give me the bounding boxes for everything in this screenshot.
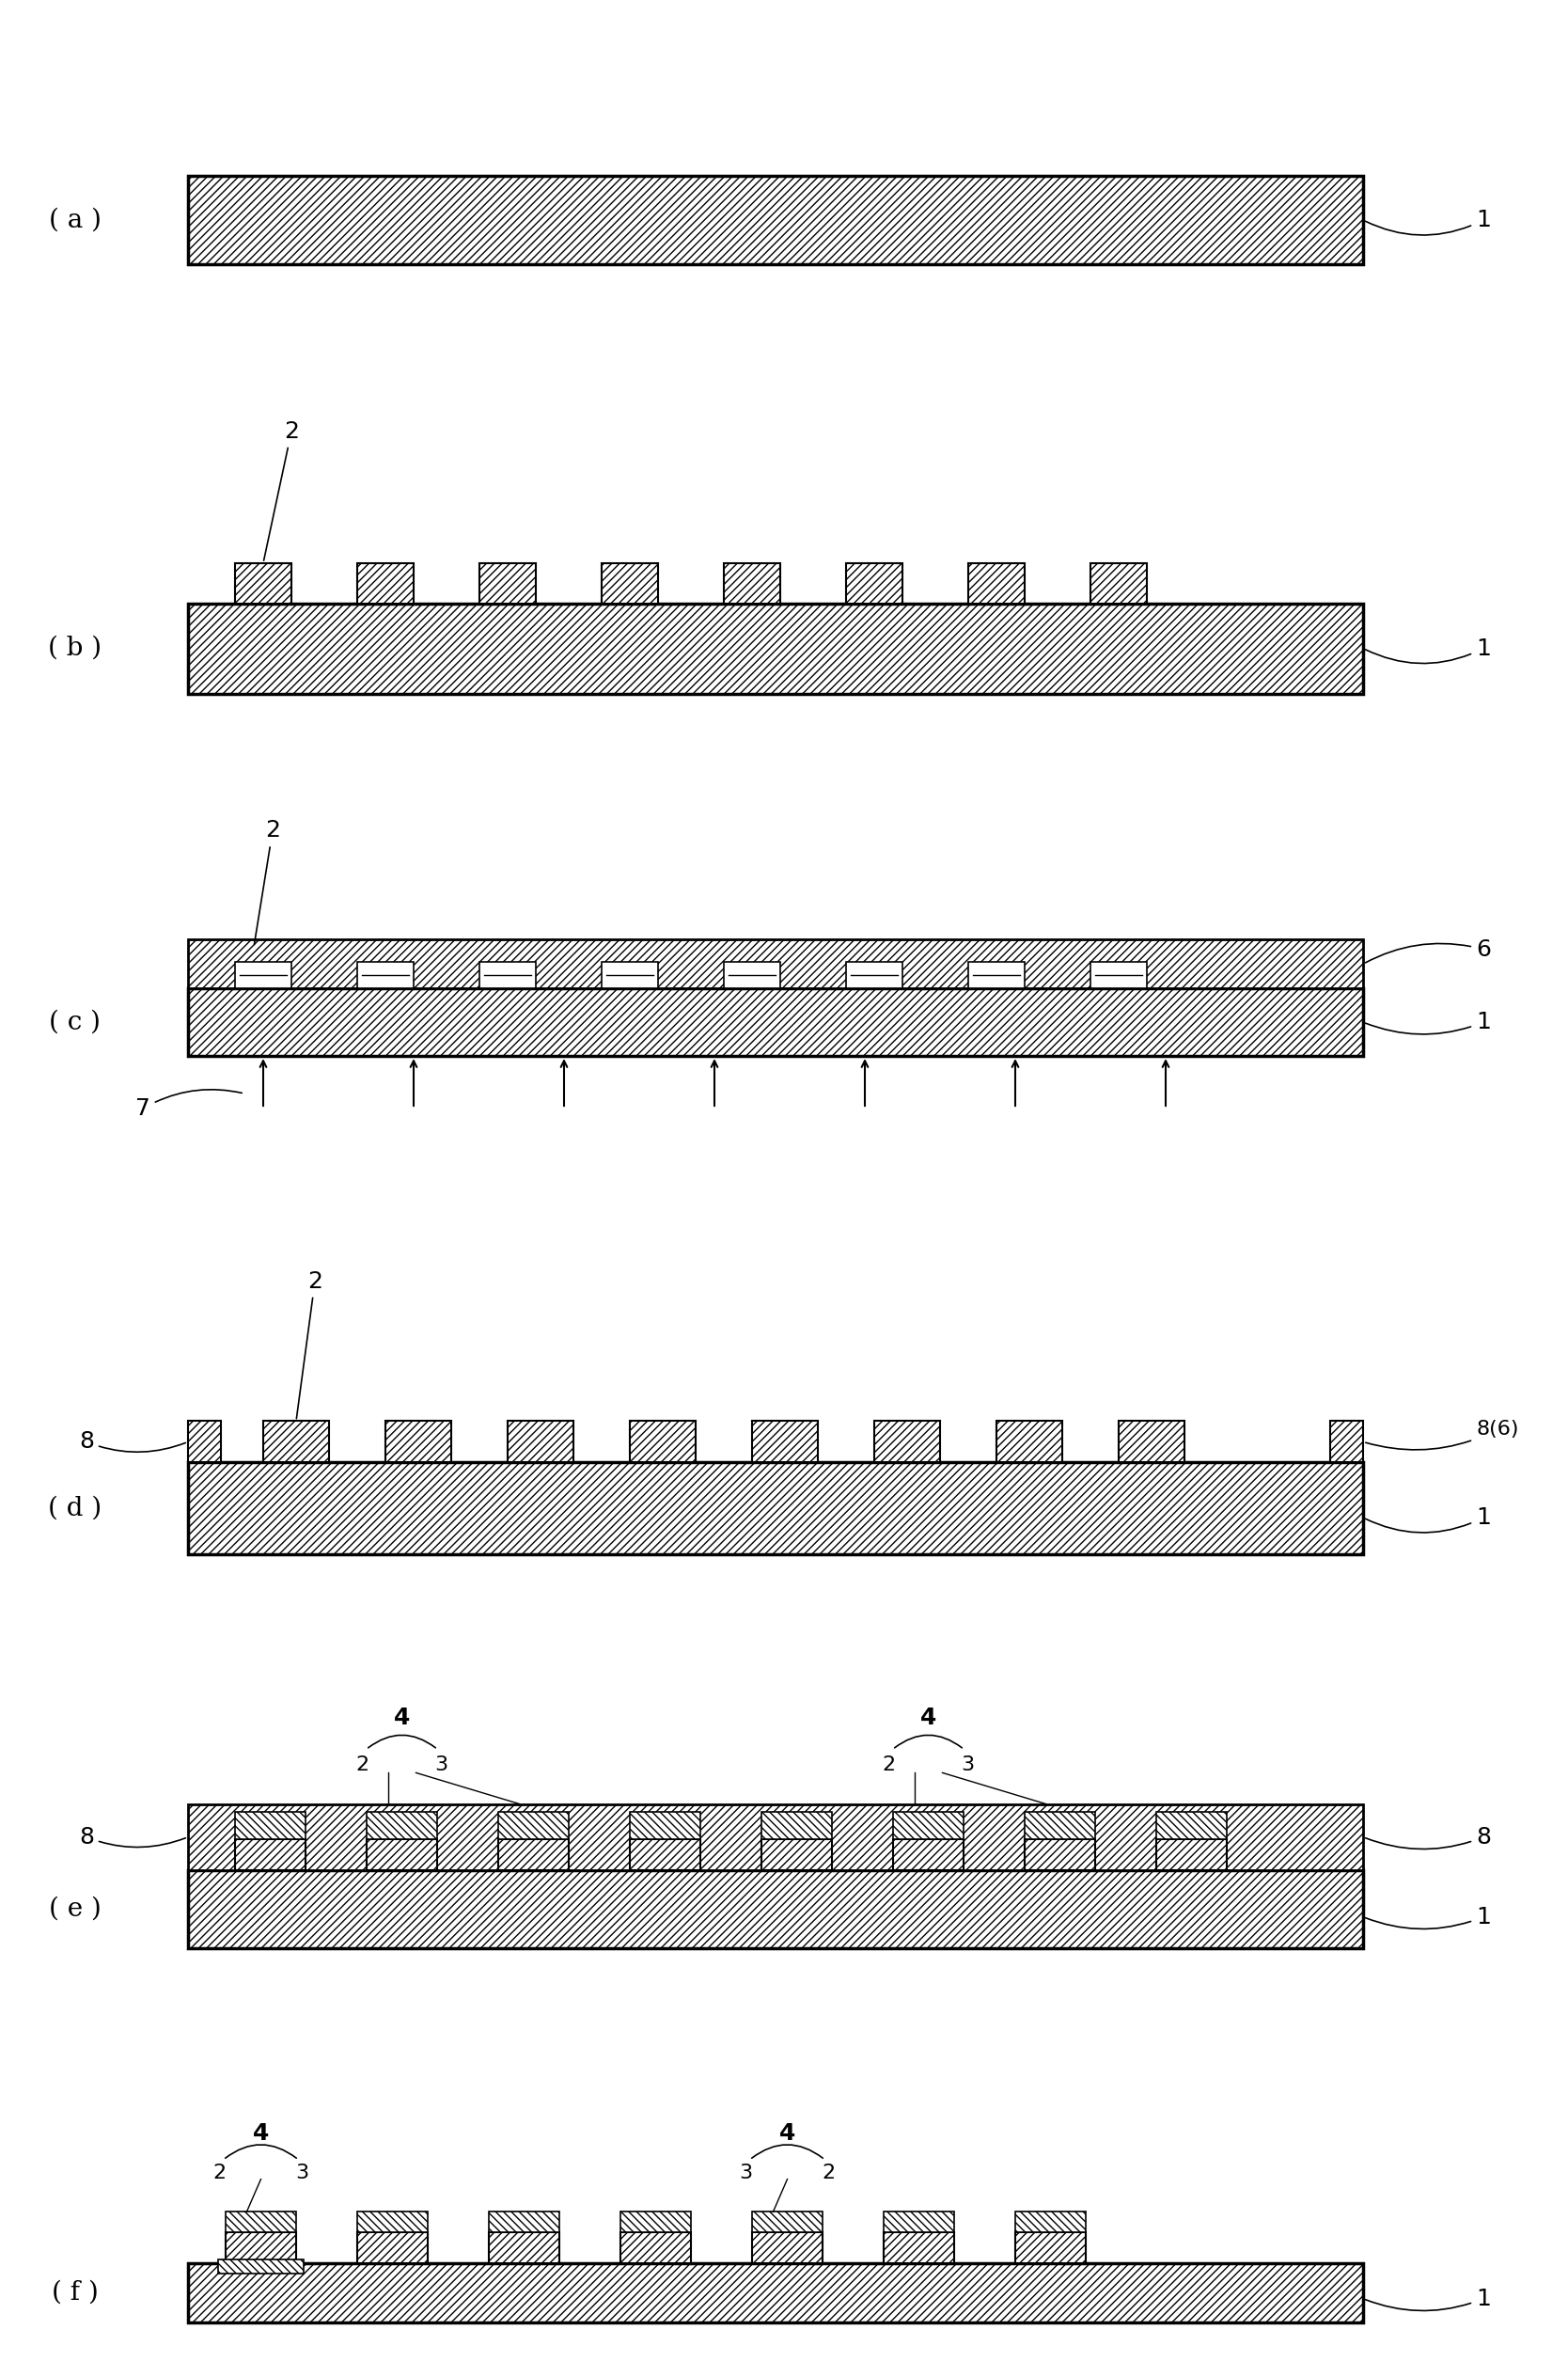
Text: ( c ): ( c )	[49, 1011, 100, 1034]
Bar	[969, 963, 1024, 989]
Bar	[235, 1839, 306, 1870]
Text: 2: 2	[822, 2163, 836, 2182]
Bar	[188, 1461, 1363, 1554]
Text: ( e ): ( e )	[49, 1896, 102, 1922]
Bar	[188, 1804, 1363, 1870]
Bar	[226, 2212, 296, 2234]
Bar	[358, 963, 414, 989]
Text: 1: 1	[1366, 1506, 1491, 1532]
Bar	[1156, 1811, 1226, 1839]
Bar	[235, 963, 292, 989]
Bar	[235, 1811, 306, 1839]
Bar	[1090, 963, 1146, 989]
Bar	[263, 1421, 329, 1461]
Text: 7: 7	[135, 1088, 241, 1119]
Text: 8: 8	[78, 1431, 185, 1452]
Text: 2: 2	[356, 1757, 368, 1775]
Text: 4: 4	[394, 1707, 411, 1731]
Text: 2: 2	[883, 1757, 895, 1775]
Text: 8(6): 8(6)	[1366, 1419, 1519, 1450]
Text: 1: 1	[1366, 1011, 1491, 1034]
Bar	[724, 562, 781, 602]
Bar	[188, 2264, 1363, 2323]
Bar	[621, 2212, 691, 2234]
Bar	[235, 562, 292, 602]
Text: ( a ): ( a )	[49, 208, 102, 234]
Bar	[226, 2234, 296, 2264]
Bar	[188, 989, 1363, 1055]
Bar	[367, 1811, 437, 1839]
Bar	[1156, 1839, 1226, 1870]
Bar	[367, 1839, 437, 1870]
Bar	[884, 2234, 955, 2264]
Bar	[753, 2212, 823, 2234]
Text: 2: 2	[296, 1270, 323, 1419]
Bar	[188, 940, 1363, 989]
Bar	[996, 1421, 1062, 1461]
Bar	[1014, 2234, 1085, 2264]
Text: ( b ): ( b )	[49, 635, 102, 661]
Bar	[499, 1839, 569, 1870]
Bar	[358, 562, 414, 602]
Bar	[762, 1811, 833, 1839]
Bar	[847, 562, 903, 602]
Bar	[630, 1839, 701, 1870]
Text: ( d ): ( d )	[49, 1497, 102, 1520]
Text: 3: 3	[296, 2163, 309, 2182]
Bar	[894, 1811, 964, 1839]
Bar	[489, 2212, 560, 2234]
Bar	[1330, 1421, 1363, 1461]
Bar	[753, 2234, 823, 2264]
Bar	[1090, 562, 1146, 602]
Text: 1: 1	[1366, 637, 1491, 663]
Text: 1: 1	[1366, 2288, 1491, 2311]
Bar	[188, 1870, 1363, 1948]
Bar	[386, 1421, 452, 1461]
Text: 4: 4	[920, 1707, 936, 1731]
Bar	[602, 963, 659, 989]
Bar	[753, 1421, 818, 1461]
Text: 2: 2	[213, 2163, 226, 2182]
Bar	[724, 963, 781, 989]
Text: 2: 2	[263, 420, 299, 560]
Text: 1: 1	[1366, 1905, 1491, 1929]
Bar	[188, 177, 1363, 264]
Bar	[630, 1811, 701, 1839]
Bar	[1014, 2212, 1085, 2234]
Bar	[762, 1839, 833, 1870]
Text: 8: 8	[78, 1825, 185, 1849]
Bar	[894, 1839, 964, 1870]
Bar	[480, 963, 536, 989]
Bar	[358, 2212, 428, 2234]
Text: 4: 4	[779, 2123, 795, 2146]
Bar	[602, 562, 659, 602]
Text: 2: 2	[254, 819, 281, 944]
Bar	[218, 2259, 304, 2274]
Bar	[1024, 1811, 1094, 1839]
Text: 8: 8	[1366, 1825, 1491, 1849]
Bar	[1024, 1839, 1094, 1870]
Bar	[358, 2234, 428, 2264]
Text: 3: 3	[739, 2163, 753, 2182]
Text: 3: 3	[961, 1757, 974, 1775]
Text: ( f ): ( f )	[52, 2281, 99, 2307]
Bar	[875, 1421, 941, 1461]
Text: 3: 3	[434, 1757, 448, 1775]
Bar	[884, 2212, 955, 2234]
Bar	[969, 562, 1024, 602]
Bar	[508, 1421, 574, 1461]
Bar	[630, 1421, 696, 1461]
Bar	[480, 562, 536, 602]
Bar	[1118, 1421, 1184, 1461]
Bar	[499, 1811, 569, 1839]
Text: 4: 4	[252, 2123, 270, 2146]
Bar	[489, 2234, 560, 2264]
Text: 6: 6	[1366, 937, 1491, 963]
Bar	[188, 1421, 221, 1461]
Bar	[188, 602, 1363, 694]
Text: 1: 1	[1366, 208, 1491, 236]
Bar	[621, 2234, 691, 2264]
Bar	[847, 963, 903, 989]
